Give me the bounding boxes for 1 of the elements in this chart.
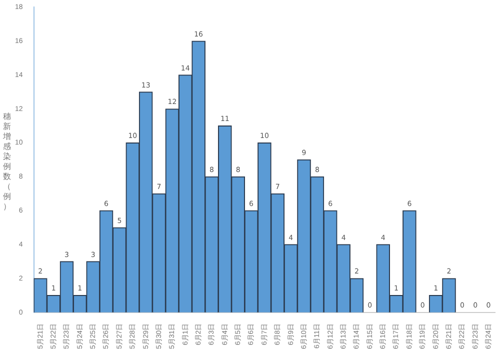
text: 穗新增感染例数（例） bbox=[3, 112, 11, 211]
